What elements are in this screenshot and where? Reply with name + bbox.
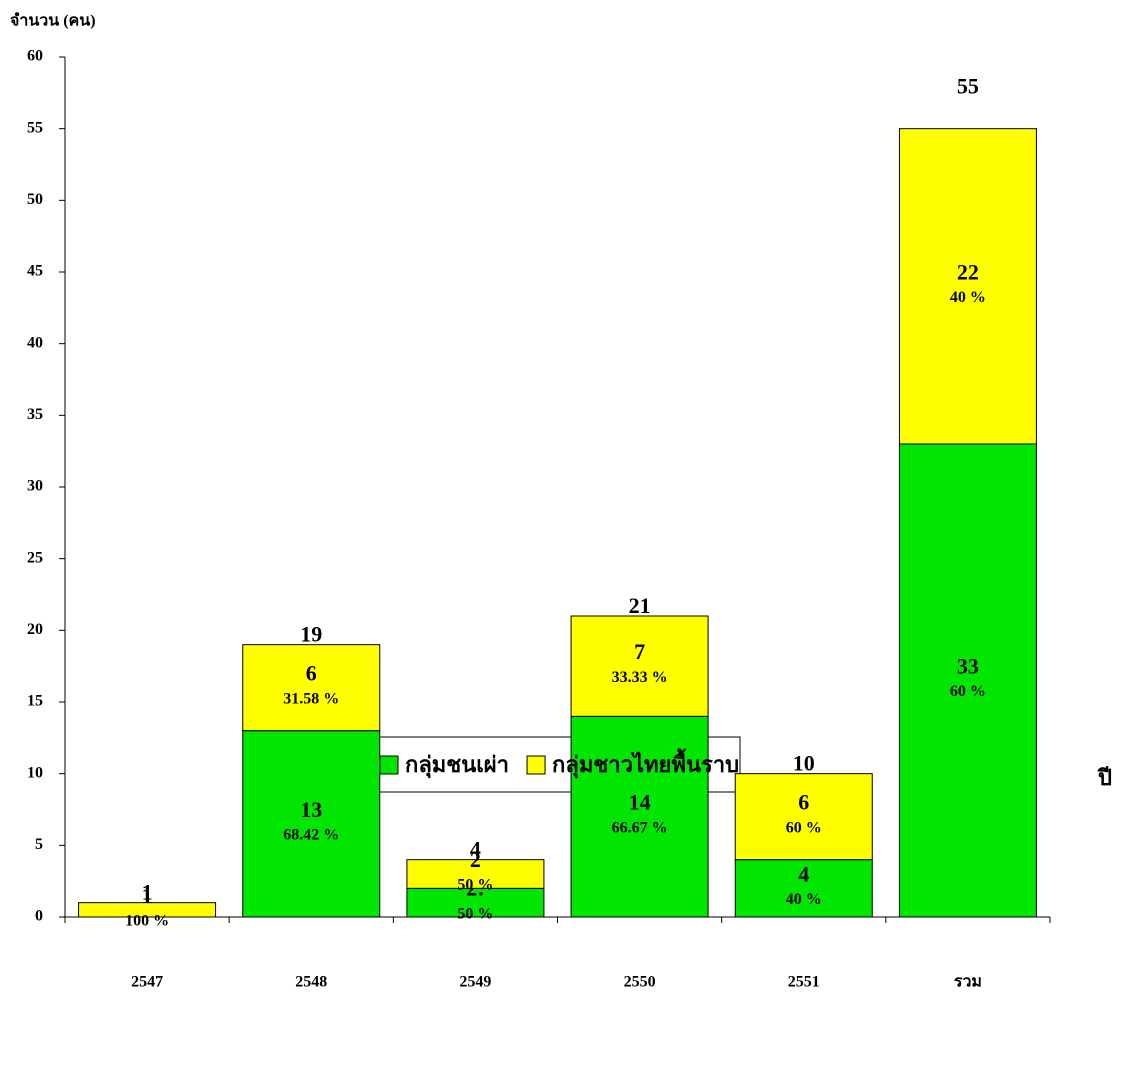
bar-segment bbox=[242, 730, 381, 918]
legend-label: กลุ่มชนเผ่า bbox=[405, 752, 509, 779]
y-tick-label: 50 bbox=[27, 191, 43, 208]
percent-label: 33.33 % bbox=[612, 669, 668, 686]
value-label: 14 bbox=[629, 790, 651, 815]
percent-label: 68.42 % bbox=[283, 827, 339, 844]
percent-label: 50 % bbox=[457, 905, 493, 922]
x-tick-label: 2550 bbox=[624, 974, 656, 991]
legend-label: กลุ่มชาวไทยพื้นราบ bbox=[552, 748, 739, 779]
y-tick-label: 10 bbox=[27, 764, 43, 781]
y-tick-label: 30 bbox=[27, 478, 43, 495]
value-label: 7 bbox=[634, 639, 645, 664]
percent-label: 40 % bbox=[786, 891, 822, 908]
value-label: 13 bbox=[300, 797, 322, 822]
percent-label: 60 % bbox=[786, 819, 822, 836]
total-label: 1 bbox=[142, 880, 153, 905]
y-tick-label: 5 bbox=[35, 836, 43, 853]
y-tick-label: 20 bbox=[27, 621, 43, 638]
percent-label: 66.67 % bbox=[612, 819, 668, 836]
x-tick-label: 2548 bbox=[295, 974, 327, 991]
total-label: 10 bbox=[793, 751, 815, 776]
percent-label: 50 % bbox=[457, 877, 493, 894]
legend-swatch bbox=[379, 755, 399, 775]
y-tick-label: 35 bbox=[27, 406, 43, 423]
total-label: 55 bbox=[957, 74, 979, 99]
bar-segment bbox=[734, 773, 873, 861]
y-tick-label: 60 bbox=[27, 48, 43, 65]
total-label: 21 bbox=[629, 593, 651, 618]
bar-segment bbox=[78, 902, 217, 918]
value-label: 33 bbox=[957, 654, 979, 679]
bar-segment bbox=[898, 128, 1037, 445]
x-axis-label: ปี bbox=[1097, 765, 1112, 790]
y-tick-label: 15 bbox=[27, 693, 43, 710]
percent-label: 31.58 % bbox=[283, 690, 339, 707]
value-label: 4 bbox=[798, 861, 809, 886]
bar-segment bbox=[570, 715, 709, 918]
value-label: 2 bbox=[470, 847, 481, 872]
value-label: 22 bbox=[957, 259, 979, 284]
value-label: 1 bbox=[142, 883, 153, 908]
x-tick-label: 2547 bbox=[131, 974, 163, 991]
y-tick-label: 25 bbox=[27, 549, 43, 566]
bar-segment bbox=[242, 644, 381, 732]
bar-segment bbox=[898, 443, 1037, 918]
total-label: 19 bbox=[300, 622, 322, 647]
y-axis-label: จำนวน (คน) bbox=[10, 12, 96, 30]
y-tick-label: 0 bbox=[35, 908, 43, 925]
total-label: 4 bbox=[470, 837, 481, 862]
percent-label: 100 % bbox=[125, 913, 169, 930]
bar-segment bbox=[570, 615, 709, 717]
percent-label: 40 % bbox=[950, 289, 986, 306]
y-tick-label: 45 bbox=[27, 263, 43, 280]
bar-segment bbox=[734, 859, 873, 918]
percent-label: 60 % bbox=[950, 683, 986, 700]
x-tick-label: รวม bbox=[954, 974, 982, 991]
y-tick-label: 40 bbox=[27, 334, 43, 351]
legend-swatch bbox=[526, 755, 546, 775]
value-label: 6 bbox=[306, 661, 317, 686]
x-tick-label: 2549 bbox=[459, 974, 491, 991]
value-label: 6 bbox=[798, 790, 809, 815]
x-tick-label: 2551 bbox=[788, 974, 820, 991]
bar-segment bbox=[406, 859, 545, 889]
y-tick-label: 55 bbox=[27, 119, 43, 136]
